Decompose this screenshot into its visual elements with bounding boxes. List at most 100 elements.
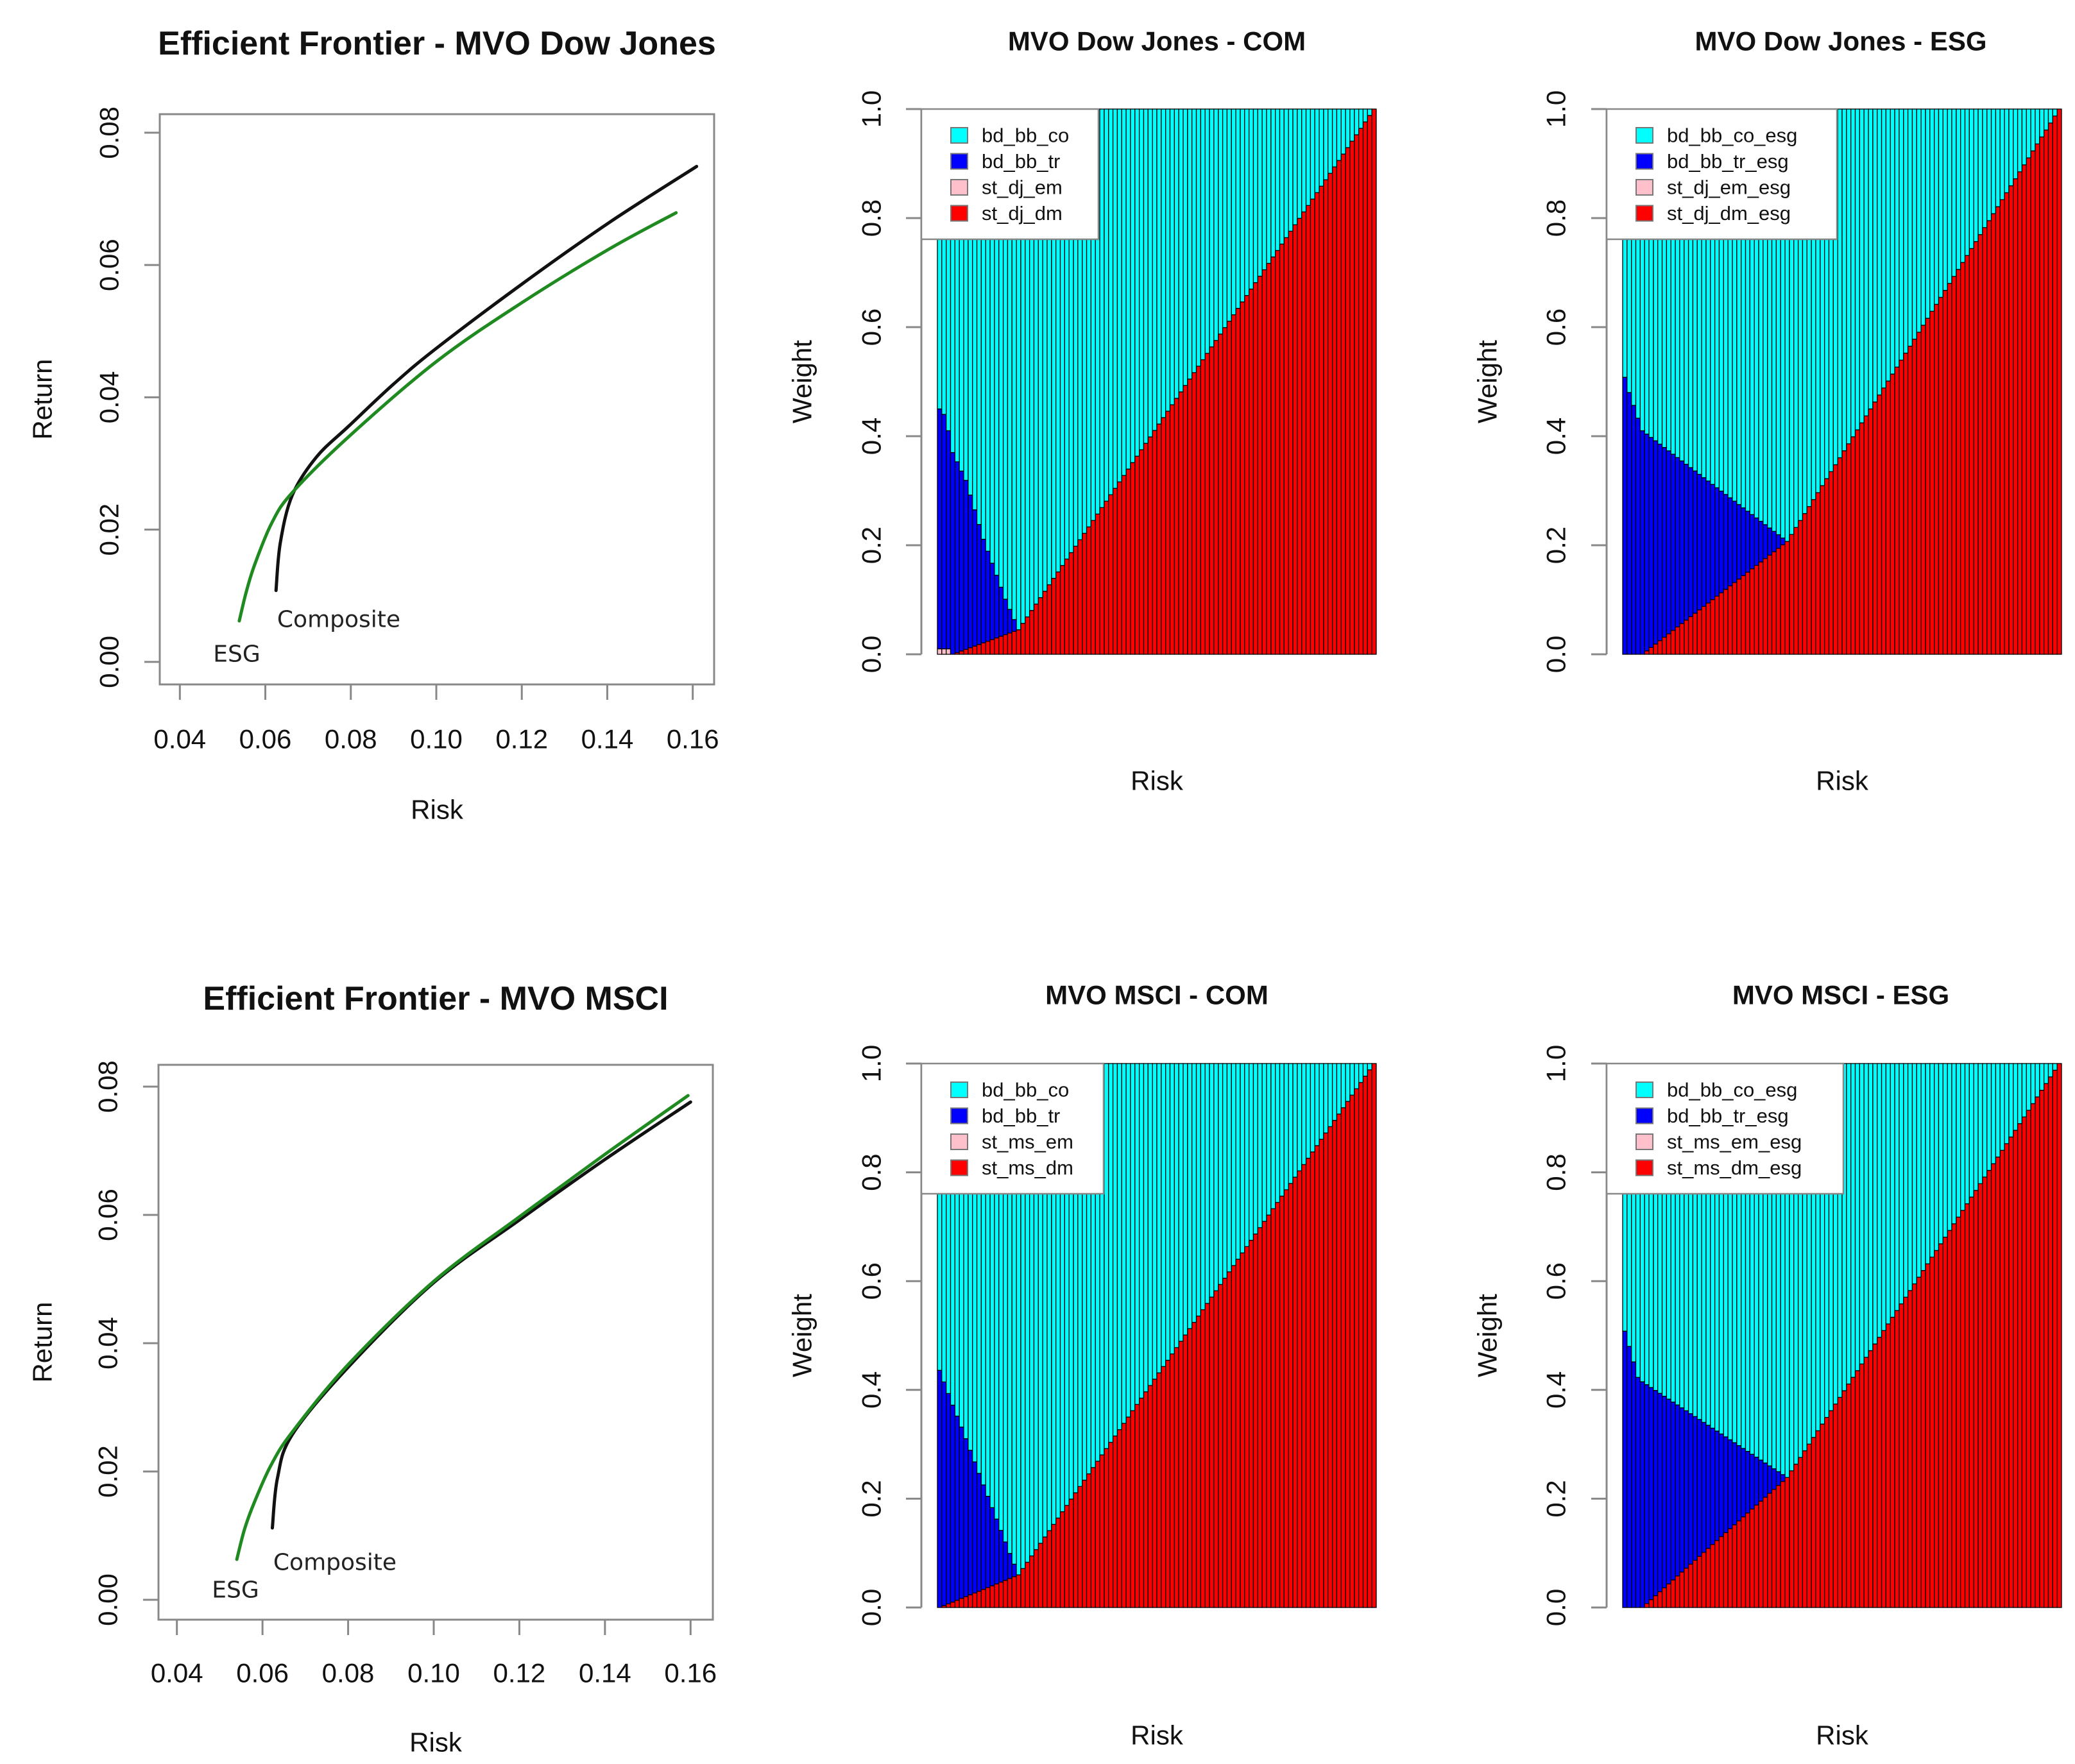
bar-segment-st-ms-dm [1046,1530,1052,1608]
bar-segment-st-dj-dm [1143,443,1149,655]
bar-segment-bd-bb-co-esg [2043,108,2049,131]
bar-segment-bd-bb-tr-esg [1635,418,1641,655]
series-label-composite: Composite [273,1550,397,1576]
bar-segment-bd-bb-co-esg [1990,108,1997,214]
bar-segment-st-ms-dm [959,1598,964,1608]
bar-segment-st-dj-em [941,648,947,655]
bar-segment-bd-bb-co-esg [1872,108,1878,403]
bar-segment-bd-bb-tr [963,480,969,650]
bar-segment-st-dj-dm [1178,391,1184,655]
bar-segment-st-dj-dm-esg [1977,234,1983,655]
x-tick-label: 0.12 [495,724,548,754]
bar-segment-bd-bb-co [1283,108,1289,239]
bar-segment-st-ms-dm [1222,1277,1228,1608]
bar-segment-bd-bb-co-esg [1846,108,1852,445]
legend-label: st_dj_em [982,176,1063,199]
y-axis-label: Weight [787,340,817,423]
bar-segment-st-dj-dm-esg [1802,513,1807,655]
bar-segment-st-ms-dm [1055,1517,1061,1608]
bar-segment-bd-bb-tr-esg [1767,1465,1773,1494]
chart-title: Efficient Frontier - MVO Dow Jones [158,25,716,62]
bar-segment-st-ms-dm [1288,1183,1294,1608]
bar-segment-st-dj-dm [1248,288,1254,655]
bar-segment-st-dj-dm-esg [1653,643,1659,655]
bar-segment-st-dj-dm [1362,121,1368,655]
bar-segment-st-dj-dm [1025,616,1030,655]
bar-segment-bd-bb-co [1252,1063,1258,1235]
legend: bd_bb_co_esg bd_bb_tr_esg st_dj_em_esg st_d… [1605,108,1838,241]
bar-segment-st-dj-dm [1231,314,1236,655]
bar-segment-st-ms-dm-esg [1741,1516,1746,1608]
bar-segment-st-dj-dm [1130,462,1136,655]
bar-segment-st-ms-dm [980,1589,986,1608]
bar-segment-bd-bb-tr-esg [1723,494,1729,590]
bar-segment-st-ms-dm-esg [1823,1417,1830,1608]
chart-frontier-msci: Efficient Frontier - MVO MSCI 0.04 0.06 0.0… [28,980,717,1758]
bar-segment-st-dj-dm-esg [1960,262,1966,655]
bar-segment-bd-bb-co [1130,108,1136,463]
y-tick-label: 0.6 [857,1262,887,1300]
bar-segment-st-ms-dm-esg [1670,1579,1676,1608]
bar-segment-st-dj-dm-esg [1986,220,1992,655]
bar-segment-bd-bb-co [1130,1063,1136,1411]
bar-segment-bd-bb-tr-esg [1736,1445,1742,1522]
bar-segment-st-dj-dm-esg [1714,595,1720,655]
bar-segment-st-ms-dm-esg [1899,1303,1904,1608]
bar-segment-bd-bb-co [1328,1063,1333,1128]
bar-segment-bd-bb-co [1257,108,1263,277]
bar-segment-bd-bb-co [1244,108,1250,296]
bar-segment-bd-bb-co [1283,1063,1289,1191]
bar-segment-st-dj-dm-esg [1775,548,1781,655]
bar-segment-st-ms-dm [1301,1164,1307,1608]
bar-segment-st-ms-dm-esg [1754,1504,1759,1608]
bar-segment-st-dj-em [946,648,952,655]
bar-segment-bd-bb-tr-esg [1771,1468,1777,1490]
bar-segment-st-dj-dm-esg [1644,650,1650,655]
bar-segment-st-ms-dm-esg [1675,1575,1680,1608]
y-tick-label: 0.04 [93,1317,123,1370]
bar-segment-st-ms-dm-esg [1723,1532,1729,1608]
bar-segment-st-ms-dm [1362,1076,1368,1608]
bar-segment-bd-bb-co [1349,1063,1355,1096]
bar-segment-bd-bb-co-esg [2052,1063,2058,1071]
chart-title: MVO Dow Jones - COM [1008,26,1306,56]
bar-segment-st-dj-dm-esg [1999,199,2005,655]
bar-segment-st-dj-dm-esg [1749,568,1755,655]
bar-segment-bd-bb-co-esg [2008,1063,2014,1138]
y-tick-label: 1.0 [857,90,887,128]
bar-segment-st-ms-dm-esg [2035,1096,2040,1608]
bar-segment-bd-bb-co-esg [1947,108,1952,284]
bar-segment-st-ms-dm-esg [1802,1450,1807,1608]
legend-swatch-cyan [950,127,968,144]
bar-segment-st-ms-dm-esg [1789,1470,1795,1608]
bar-segment-st-dj-dm [1007,632,1012,655]
bar-segment-bd-bb-co-esg [1986,1063,1992,1171]
legend-swatch-red [950,205,968,222]
bar-segment-bd-bb-co [1349,108,1355,142]
bar-segment-st-dj-dm [1200,359,1206,655]
y-tick-label: 0.2 [1541,1480,1571,1517]
bar-segment-st-ms-dm-esg [1938,1243,1943,1608]
bar-segment-st-ms-dm [1275,1201,1281,1608]
bar-segment-bd-bb-co-esg [1982,108,1988,228]
bar-segment-st-dj-dm-esg [2035,143,2040,655]
bar-segment-st-ms-dm [1086,1473,1092,1608]
frontier-line-esg [237,211,678,623]
x-axis-label: Risk [1816,766,1869,796]
bar-segment-st-ms-dm [1354,1088,1360,1608]
bar-segment-bd-bb-tr-esg [1780,538,1786,546]
y-tick-label: 0.00 [93,1573,123,1626]
y-tick-label: 0.2 [857,1480,887,1517]
bar-segment-bd-bb-tr-esg [1653,1389,1659,1597]
bar-segment-st-dj-dm-esg [1754,564,1759,655]
bar-segment-st-dj-dm [1235,308,1241,655]
bar-segment-bd-bb-co-esg [1956,1063,1961,1218]
bar-segment-st-dj-dm-esg [2004,192,2010,655]
bar-segment-st-ms-dm-esg [2047,1076,2053,1608]
y-tick-label: 0.0 [857,636,887,673]
bar-segment-st-dj-dm-esg [1933,303,1940,655]
bar-segment-st-ms-dm-esg [1877,1337,1883,1608]
bar-segment-st-dj-dm-esg [1894,366,1900,655]
bar-segment-bd-bb-co-esg [2017,1063,2023,1124]
bar-segment-bd-bb-tr [1002,598,1009,636]
